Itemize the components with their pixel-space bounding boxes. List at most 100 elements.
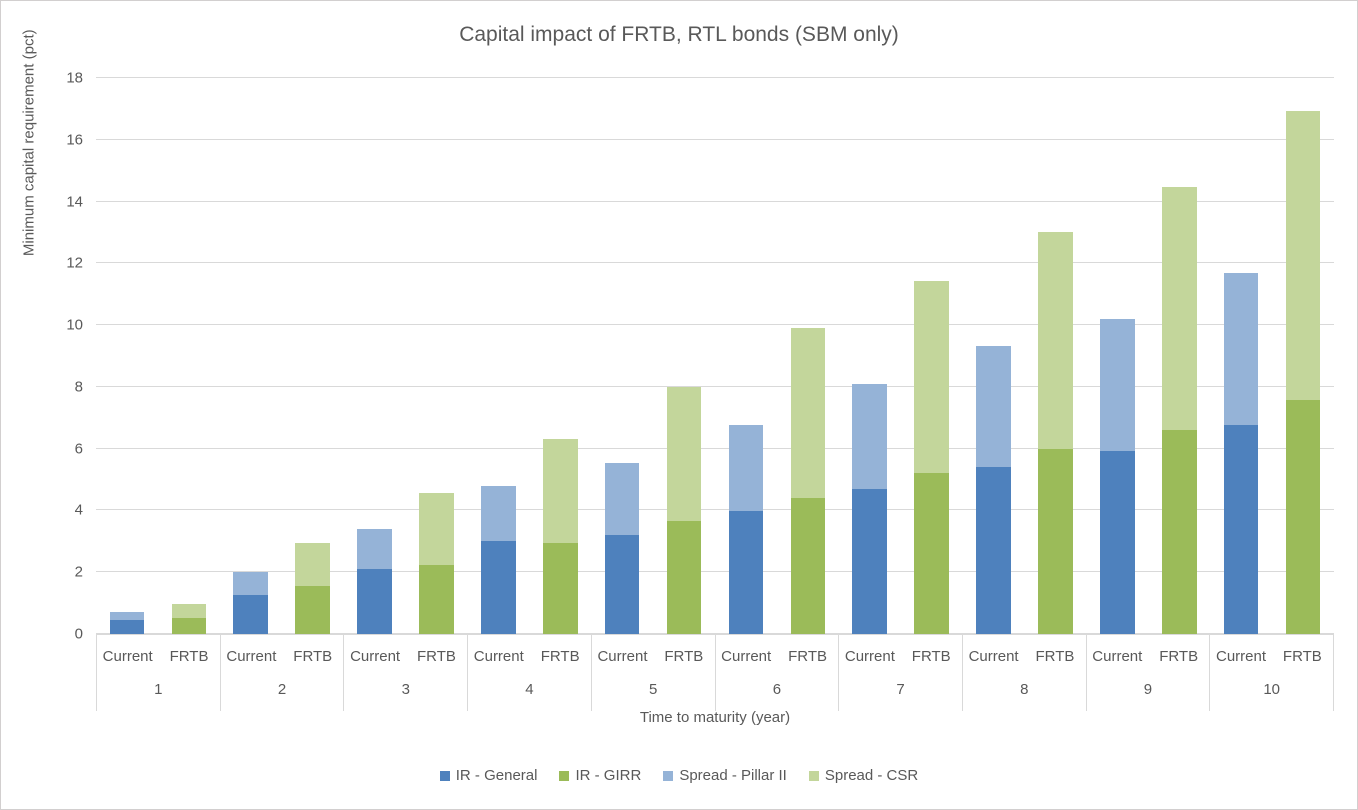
x-category-year-label-2: 2 bbox=[277, 681, 287, 698]
bar-slot-frtb-year-6 bbox=[777, 78, 839, 634]
bar-segment-ir-girr-year-2 bbox=[295, 586, 330, 634]
x-category-bar-labels-year-6: Current FRTB bbox=[716, 635, 839, 677]
x-category-year-label-4: 4 bbox=[525, 681, 534, 698]
legend-item-spread-csr: Spread - CSR bbox=[808, 767, 918, 784]
bar-slot-current-year-10 bbox=[1210, 78, 1272, 634]
bar-segment-spread-pillar-ii-year-5 bbox=[604, 462, 640, 535]
x-category-label-current-year-2: Current bbox=[226, 647, 277, 665]
bar-segment-ir-girr-year-4 bbox=[542, 542, 578, 634]
bar-slot-current-year-3 bbox=[344, 78, 406, 634]
legend-swatch-icon bbox=[808, 770, 819, 781]
stacked-bar-current-year-3 bbox=[357, 528, 392, 634]
x-category-cell-year-10: Current FRTB 10 bbox=[1209, 635, 1335, 711]
gridline-y-2 bbox=[96, 571, 1334, 573]
bar-slot-frtb-year-3 bbox=[406, 78, 468, 634]
stacked-bar-frtb-year-8 bbox=[1038, 231, 1073, 634]
plot-area bbox=[96, 77, 1334, 634]
stacked-bar-current-year-6 bbox=[728, 424, 764, 634]
x-category-label-current-year-8: Current bbox=[968, 647, 1019, 665]
bar-segment-spread-csr-year-6 bbox=[790, 328, 826, 499]
x-category-bar-labels-year-5: Current FRTB bbox=[592, 635, 715, 677]
bar-segment-ir-girr-year-6 bbox=[790, 498, 826, 634]
gridline-y-6 bbox=[96, 447, 1334, 449]
gridline-y-0 bbox=[96, 633, 1334, 634]
x-category-label-frtb-year-8: FRTB bbox=[1035, 647, 1075, 665]
y-tick-label-2: 2 bbox=[74, 563, 83, 581]
bar-segment-spread-pillar-ii-year-9 bbox=[1100, 318, 1135, 452]
bar-segment-spread-csr-year-3 bbox=[419, 492, 454, 566]
bar-slot-frtb-year-9 bbox=[1148, 78, 1210, 634]
chart-title: Capital impact of FRTB, RTL bonds (SBM o… bbox=[459, 23, 899, 46]
bar-segment-ir-girr-year-5 bbox=[666, 520, 702, 634]
x-category-label-frtb-year-7: FRTB bbox=[911, 647, 951, 665]
bar-slot-current-year-2 bbox=[220, 78, 282, 634]
bar-series-area bbox=[96, 78, 1334, 634]
x-category-bar-labels-year-7: Current FRTB bbox=[839, 635, 962, 677]
stacked-bar-frtb-year-5 bbox=[666, 387, 702, 634]
x-category-cell-year-6: Current FRTB 6 bbox=[714, 635, 839, 711]
x-category-cell-year-9: Current FRTB 9 bbox=[1085, 635, 1210, 711]
x-category-label-frtb-year-2: FRTB bbox=[293, 647, 333, 665]
bar-segment-spread-pillar-ii-year-10 bbox=[1223, 273, 1259, 425]
y-tick-label-8: 8 bbox=[74, 378, 83, 396]
bar-segment-spread-csr-year-8 bbox=[1038, 231, 1073, 450]
x-category-cell-year-5: Current FRTB 5 bbox=[590, 635, 715, 711]
x-category-label-current-year-7: Current bbox=[844, 647, 895, 665]
x-category-year-label-9: 9 bbox=[1143, 681, 1153, 698]
x-category-label-current-year-10: Current bbox=[1215, 647, 1267, 665]
y-tick-label-18: 18 bbox=[66, 69, 83, 87]
gridline-y-12 bbox=[96, 262, 1334, 264]
stacked-bar-current-year-1 bbox=[109, 612, 145, 634]
bar-group-year-1 bbox=[96, 78, 220, 634]
x-category-label-frtb-year-4: FRTB bbox=[540, 647, 580, 665]
stacked-bar-frtb-year-2 bbox=[295, 542, 330, 634]
bar-slot-current-year-6 bbox=[715, 78, 777, 634]
stacked-bar-frtb-year-7 bbox=[914, 280, 949, 634]
x-category-label-frtb-year-3: FRTB bbox=[416, 647, 456, 665]
bar-segment-ir-girr-year-3 bbox=[419, 565, 454, 634]
bar-segment-ir-general-year-10 bbox=[1223, 424, 1259, 634]
gridline-y-10 bbox=[96, 324, 1334, 326]
bar-segment-spread-pillar-ii-year-1 bbox=[109, 612, 145, 621]
bar-segment-spread-pillar-ii-year-3 bbox=[357, 528, 392, 569]
x-category-year-label-3: 3 bbox=[401, 681, 410, 698]
bar-group-year-2 bbox=[220, 78, 344, 634]
bar-segment-spread-csr-year-5 bbox=[666, 387, 702, 521]
stacked-bar-current-year-5 bbox=[604, 462, 640, 634]
bar-segment-ir-general-year-1 bbox=[109, 620, 145, 634]
x-category-cell-year-4: Current FRTB 4 bbox=[467, 635, 591, 711]
bar-segment-spread-pillar-ii-year-6 bbox=[728, 424, 764, 512]
y-tick-label-0: 0 bbox=[74, 625, 83, 643]
x-category-label-frtb-year-10: FRTB bbox=[1282, 647, 1322, 665]
stacked-bar-frtb-year-3 bbox=[419, 492, 454, 634]
bar-slot-current-year-9 bbox=[1086, 78, 1148, 634]
x-category-year-label-8: 8 bbox=[1020, 681, 1029, 698]
legend-swatch-icon bbox=[663, 770, 674, 781]
y-tick-label-14: 14 bbox=[66, 193, 83, 211]
bar-segment-ir-general-year-2 bbox=[233, 594, 269, 634]
stacked-bar-frtb-year-9 bbox=[1161, 187, 1197, 634]
bar-segment-spread-csr-year-1 bbox=[171, 603, 207, 618]
x-axis-category-area: Current FRTB 1 Current FRTB 2 Current FRTB 3 Curr… bbox=[96, 634, 1335, 711]
bar-segment-spread-pillar-ii-year-8 bbox=[976, 346, 1011, 467]
bar-slot-frtb-year-7 bbox=[901, 78, 963, 634]
bar-slot-frtb-year-8 bbox=[1024, 78, 1086, 634]
x-category-label-frtb-year-1: FRTB bbox=[169, 647, 209, 665]
stacked-bar-frtb-year-4 bbox=[542, 438, 578, 634]
x-axis-title: Time to maturity (year) bbox=[639, 709, 791, 726]
y-tick-label-6: 6 bbox=[74, 440, 83, 458]
x-category-bar-labels-year-3: Current FRTB bbox=[344, 635, 467, 677]
x-category-cell-year-1: Current FRTB 1 bbox=[96, 635, 220, 711]
bar-segment-spread-csr-year-7 bbox=[914, 280, 949, 473]
bar-segment-ir-general-year-9 bbox=[1100, 451, 1135, 634]
gridline-y-4 bbox=[96, 509, 1334, 511]
x-category-year-label-7: 7 bbox=[896, 681, 905, 698]
bar-segment-ir-general-year-8 bbox=[976, 466, 1011, 634]
bar-segment-spread-csr-year-10 bbox=[1285, 111, 1321, 401]
x-category-label-frtb-year-5: FRTB bbox=[664, 647, 704, 665]
gridline-y-8 bbox=[96, 385, 1334, 387]
bar-slot-current-year-4 bbox=[467, 78, 529, 634]
bar-slot-current-year-8 bbox=[963, 78, 1025, 634]
bar-slot-frtb-year-1 bbox=[158, 78, 220, 634]
x-category-cell-year-2: Current FRTB 2 bbox=[219, 635, 344, 711]
